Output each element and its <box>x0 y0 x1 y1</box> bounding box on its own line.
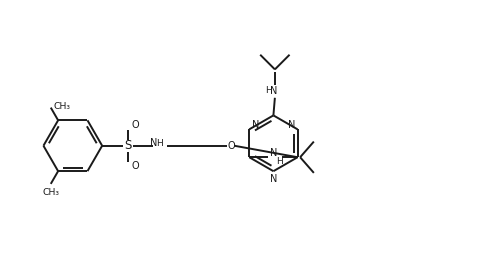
Text: N: N <box>270 148 278 158</box>
Text: H: H <box>276 157 283 166</box>
Text: H: H <box>265 87 272 95</box>
Text: CH₃: CH₃ <box>53 102 70 111</box>
Text: N: N <box>270 86 278 96</box>
Text: N: N <box>287 120 295 130</box>
Text: O: O <box>227 141 235 151</box>
Text: S: S <box>124 139 131 152</box>
Text: N: N <box>252 120 259 130</box>
Text: CH₃: CH₃ <box>42 188 59 197</box>
Text: N: N <box>150 138 157 148</box>
Text: O: O <box>131 161 139 171</box>
Text: N: N <box>270 174 277 184</box>
Text: O: O <box>131 120 139 130</box>
Text: H: H <box>156 139 163 148</box>
